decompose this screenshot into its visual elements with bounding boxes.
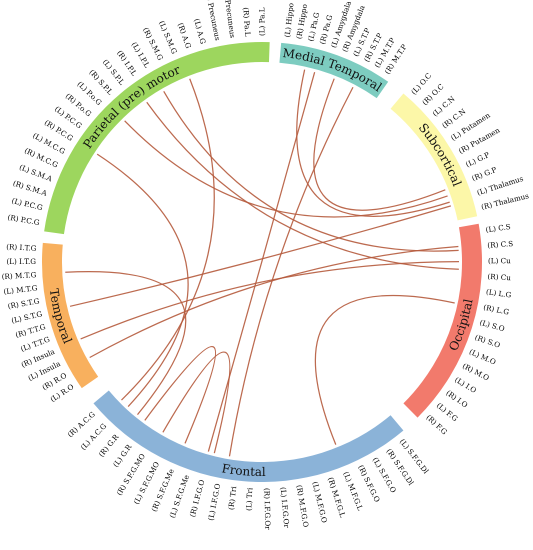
node-label-l-s-o: (L) S.O xyxy=(479,318,506,334)
node-label-r-c-s: (R) C.S xyxy=(487,239,513,250)
connection-links xyxy=(65,69,460,457)
node-label-r-pa-l: (R) Pa.L xyxy=(241,7,252,37)
link-temporal-to-subcortical xyxy=(69,205,452,307)
node-label-r-i-t-g: (R) I.T.G xyxy=(6,242,37,253)
group-arc-parietal-pre-motor xyxy=(44,41,270,235)
node-label-r-p-c-g: (R) P.C.G xyxy=(7,213,41,227)
node-label-l-m-f-g-o: (L) M.F.G.O xyxy=(311,481,330,524)
link-medial-temporal-to-frontal xyxy=(207,71,316,452)
group-arc-occipital xyxy=(403,223,482,418)
link-frontal-to-frontal xyxy=(162,351,231,454)
node-label-l-i-f-g-o: (L) I.F.G.O xyxy=(206,483,222,522)
node-label-r-s-m-a: (R) S.M.A xyxy=(12,179,49,198)
node-label-r-i-f-g-or: (R) I.F.G.Or xyxy=(262,488,272,530)
node-label-l-precuneus: (L) Precuneus xyxy=(222,0,238,39)
group-arc-subcortical xyxy=(390,93,478,221)
link-parietal-pre-motor-to-occipital xyxy=(163,90,459,252)
node-label-l-l-g: (L) L.G xyxy=(485,287,512,299)
node-label-l-i-f-g-or: (L) I.F.G.Or xyxy=(279,487,292,529)
node-label-r-tri: (R) Tri xyxy=(226,485,238,510)
link-medial-temporal-to-frontal xyxy=(228,86,354,457)
node-label-r-i-f-g-o: (R) I.F.G.O xyxy=(188,479,207,518)
link-frontal-to-occipital xyxy=(314,294,455,445)
node-label-l-m-t-g: (L) M.T.G xyxy=(3,283,38,296)
node-label-l-g-p: (L) G.P xyxy=(464,150,491,169)
link-temporal-to-occipital xyxy=(80,261,460,340)
node-label-r-s-o: (R) S.O xyxy=(474,333,502,350)
node-label-l-i-o: (L) I.O xyxy=(453,375,478,395)
node-label-l-m-o: (L) M.O xyxy=(468,347,498,367)
link-parietal-pre-motor-to-occipital xyxy=(146,101,459,270)
group-arcs xyxy=(41,41,482,482)
node-labels: (L) Hippo(R) Hippo(L) Pa.G(R) Pa.G(L) Am… xyxy=(1,0,530,530)
link-parietal-pre-motor-to-frontal xyxy=(121,78,215,401)
node-label-l-p-c-g: (L) P.C.G xyxy=(11,196,44,212)
node-label-l-tri: (L) Tri xyxy=(244,487,254,511)
node-label-r-l-g: (R) L.G xyxy=(483,303,511,317)
group-label-frontal: Frontal xyxy=(221,461,266,479)
group-arc-temporal xyxy=(41,242,99,389)
node-label-r-m-f-g-o: (R) M.F.G.O xyxy=(295,484,311,528)
link-parietal-pre-motor-to-frontal xyxy=(96,153,189,407)
link-medial-temporal-to-subcortical xyxy=(313,78,446,211)
link-frontal-to-frontal xyxy=(144,345,217,444)
link-temporal-to-occipital xyxy=(89,245,459,359)
node-label-r-cu: (R) Cu xyxy=(487,272,511,283)
node-label-r-m-f-g-l: (R) M.F.G.L xyxy=(326,476,347,519)
link-temporal-to-frontal xyxy=(65,271,187,416)
node-label-l-a-g: (L) A.G xyxy=(192,18,208,46)
link-medial-temporal-to-subcortical xyxy=(296,69,450,217)
link-parietal-pre-motor-to-subcortical xyxy=(124,120,448,218)
node-label-l-c-s: (L) C.S xyxy=(485,222,511,234)
node-label-r-s-t-g: (R) S.T.G xyxy=(7,296,40,310)
node-label-r-m-t-g: (R) M.T.G xyxy=(1,270,36,281)
node-label-l-cu: (L) Cu xyxy=(488,256,511,265)
node-label-r-g-p: (R) G.P xyxy=(470,165,498,183)
node-label-r-a-g: (R) A.G xyxy=(176,22,193,50)
group-arc-frontal xyxy=(93,390,404,482)
group-arc-medial-temporal xyxy=(279,42,389,99)
node-label-l-hippo: (L) Hippo xyxy=(283,2,296,38)
node-label-l-i-t-g: (L) I.T.G xyxy=(6,257,36,266)
node-label-l-pa-l: (L) Pa.L xyxy=(257,7,266,36)
